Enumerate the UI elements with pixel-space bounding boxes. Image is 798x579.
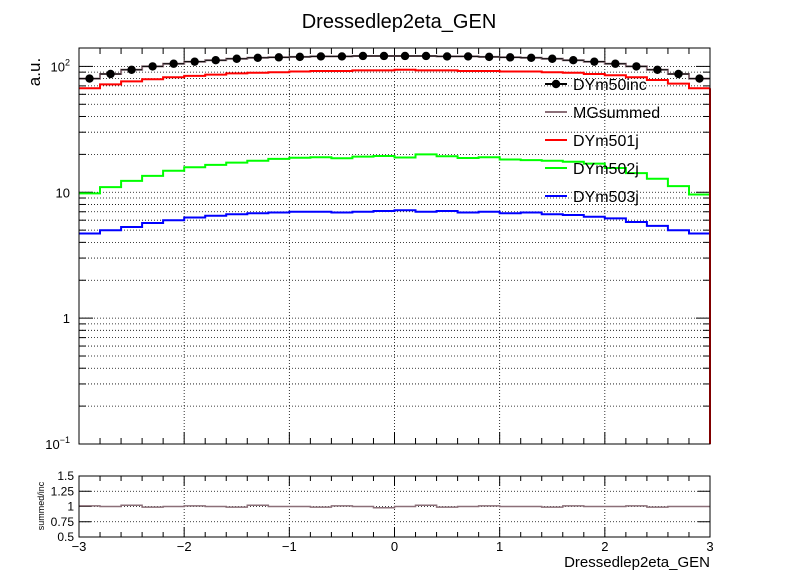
data-point-dym50inc [527, 53, 536, 63]
ratio-y-tick-label: 1.25 [51, 484, 75, 498]
data-point-dym50inc [442, 52, 452, 61]
data-point-dym50inc [106, 69, 115, 79]
data-point-dym50inc [169, 59, 178, 68]
legend-label-mgsummed: MGsummed [573, 105, 660, 122]
main-axes-box [78, 47, 711, 445]
data-point-dym50inc [674, 69, 683, 79]
data-point-dym50inc [463, 52, 473, 61]
data-point-dym50inc [85, 74, 94, 83]
ratio-axes-box [78, 475, 711, 538]
series-line-dym503j [79, 209, 710, 235]
data-point-dym50inc [316, 52, 326, 61]
ratio-y-tick-label: 0.5 [57, 530, 74, 544]
data-point-dym50inc [653, 65, 662, 74]
legend-label-dym501j: DYm501j [573, 133, 639, 150]
x-tick-label: 0 [391, 539, 398, 554]
data-point-dym50inc [358, 51, 368, 61]
data-point-dym50inc [421, 51, 431, 61]
data-point-dym50inc [379, 51, 389, 61]
data-point-dym50inc [695, 74, 704, 83]
ratio-series-line [79, 504, 710, 509]
x-tick-label: 1 [496, 539, 503, 554]
main-y-tick-label: 10 [56, 185, 70, 200]
data-point-dym50inc [505, 53, 515, 62]
x-tick-label: −3 [72, 539, 87, 554]
series-line-dym501j [79, 68, 710, 90]
x-tick-label: −1 [282, 539, 297, 554]
ratio-y-tick-label: 0.75 [51, 515, 75, 529]
x-tick-label: 2 [601, 539, 608, 554]
x-axis-label: Dressedlep2eta_GEN [564, 554, 710, 571]
data-point-dym50inc [232, 54, 241, 63]
series-line-dym502j [79, 153, 710, 196]
data-point-dym50inc [253, 53, 262, 63]
data-point-dym50inc [211, 55, 220, 65]
legend-label-dym502j: DYm502j [573, 161, 639, 178]
data-point-dym50inc [190, 57, 199, 66]
data-point-dym50inc [611, 59, 620, 68]
data-point-dym50inc [274, 53, 284, 62]
data-point-dym50inc [632, 62, 641, 71]
ratio-y-axis-label: summed/inc [36, 481, 46, 530]
legend-label-dym50inc: DYm50inc [573, 77, 647, 94]
data-point-dym50inc [548, 54, 557, 63]
ratio-y-tick-label: 1 [67, 500, 74, 514]
y-axis-label: a.u. [25, 58, 44, 86]
data-point-dym50inc [484, 52, 494, 62]
x-tick-label: −2 [177, 539, 192, 554]
x-tick-label: 3 [706, 539, 713, 554]
legend-label-dym503j: DYm503j [573, 189, 639, 206]
data-point-dym50inc [400, 51, 410, 61]
legend-marker-dym50inc [551, 79, 561, 89]
ratio-y-tick-label: 1.5 [57, 469, 74, 483]
data-point-dym50inc [127, 65, 136, 74]
data-point-dym50inc [295, 52, 305, 62]
data-point-dym50inc [590, 57, 599, 66]
data-point-dym50inc [569, 55, 578, 65]
main-y-tick-label: 1 [63, 311, 70, 326]
data-point-dym50inc [148, 62, 157, 71]
main-plot-frame: 10−1 1 10 102 DYm50inc MGsummed DYm501j DYm502j… [45, 47, 711, 452]
main-y-tick-label: 102 [51, 57, 70, 74]
main-y-tick-label: 10−1 [45, 435, 70, 452]
chart-title: Dressedlep2eta_GEN [302, 11, 497, 33]
data-point-dym50inc [337, 52, 347, 61]
